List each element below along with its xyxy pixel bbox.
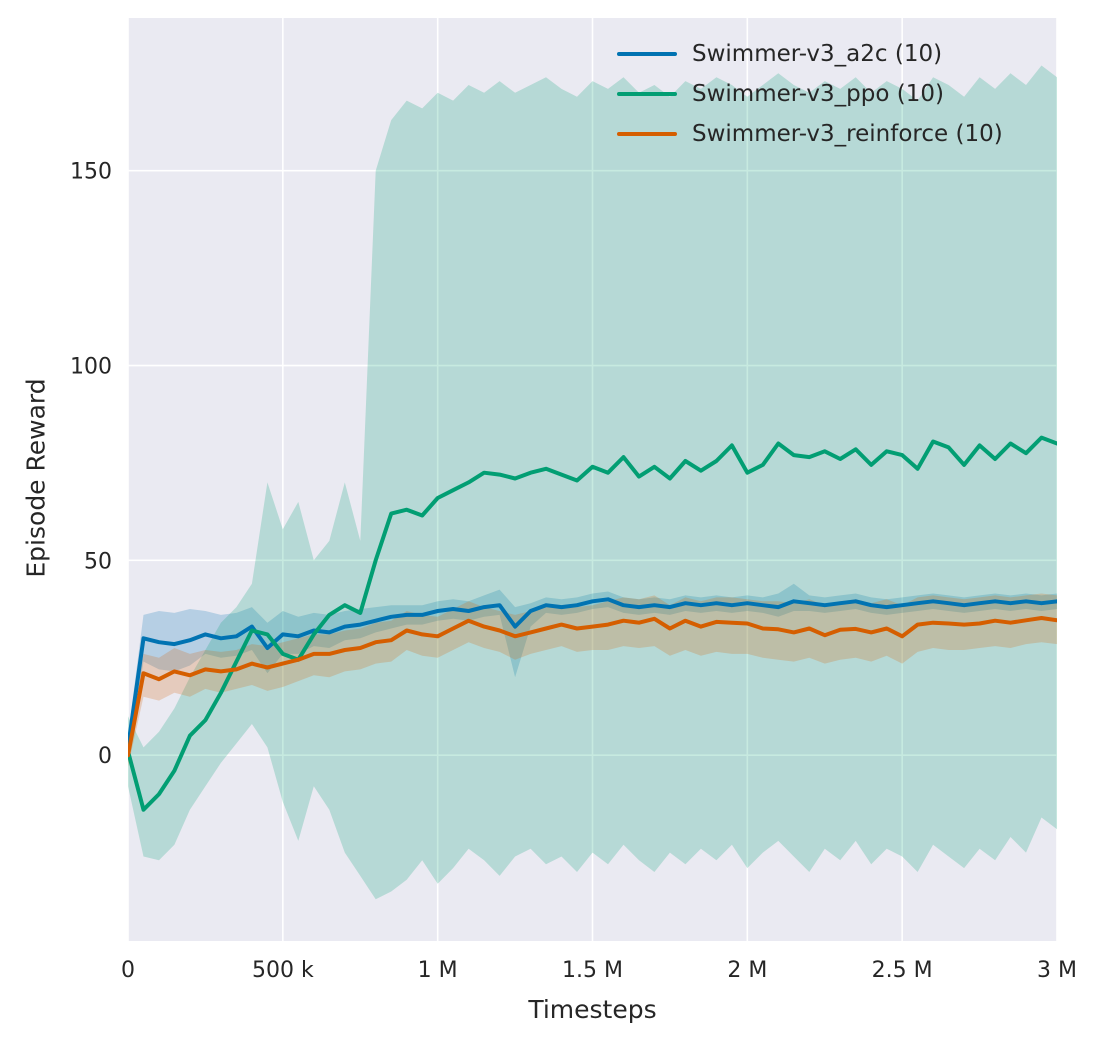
legend-label: Swimmer-v3_reinforce (10) <box>692 121 1003 147</box>
x-axis-label: Timesteps <box>528 995 657 1024</box>
x-tick-label: 2.5 M <box>872 958 933 983</box>
x-tick-label: 1.5 M <box>562 958 623 983</box>
x-tick-label: 1 M <box>418 958 458 983</box>
y-tick-label: 150 <box>70 160 112 185</box>
x-tick-label: 3 M <box>1037 958 1077 983</box>
series-line-1 <box>128 435 1057 812</box>
confidence-band-0 <box>128 583 1057 759</box>
legend-label: Swimmer-v3_a2c (10) <box>692 41 943 67</box>
legend-line-swatch-a2c <box>617 51 677 57</box>
legend-line-swatch-ppo <box>617 91 677 97</box>
series-line-2 <box>128 616 1057 758</box>
x-tick-label: 500 k <box>252 958 314 983</box>
legend-item-ppo: Swimmer-v3_ppo (10) <box>617 74 1003 114</box>
legend-item-a2c: Swimmer-v3_a2c (10) <box>617 34 1003 74</box>
x-tick-label: 2 M <box>727 958 767 983</box>
x-tick-label: 0 <box>121 958 135 983</box>
series-line-0 <box>128 597 1057 750</box>
legend-line-swatch-reinforce <box>617 131 677 137</box>
y-axis-label: Episode Reward <box>21 378 51 578</box>
legend-label: Swimmer-v3_ppo (10) <box>692 81 944 107</box>
y-tick-label: 100 <box>70 355 112 380</box>
y-tick-label: 50 <box>84 549 112 574</box>
confidence-band-1 <box>128 65 1057 900</box>
legend-item-reinforce: Swimmer-v3_reinforce (10) <box>617 114 1003 154</box>
y-tick-label: 0 <box>98 744 112 769</box>
legend: Swimmer-v3_a2c (10) Swimmer-v3_ppo (10) … <box>617 34 1003 154</box>
